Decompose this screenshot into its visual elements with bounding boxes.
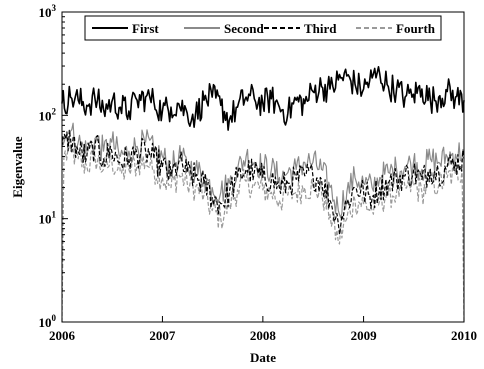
x-tick-label: 2010: [451, 328, 477, 343]
legend-label-first: First: [132, 21, 159, 36]
series-line-third: [61, 129, 465, 235]
x-tick-label: 2006: [49, 328, 76, 343]
legend: First Second Third Fourth: [84, 15, 442, 41]
x-axis-title: Date: [250, 350, 276, 365]
x-tick-label: 2007: [149, 328, 176, 343]
legend-label-fourth: Fourth: [396, 21, 436, 36]
y-axis-title: Eigenvalue: [10, 136, 25, 198]
y-tick-label: 103: [39, 3, 57, 20]
legend-label-third: Third: [304, 21, 337, 36]
y-tick-label: 100: [39, 313, 57, 330]
x-tick-label: 2008: [250, 328, 277, 343]
series-line-second: [61, 122, 465, 219]
legend-label-second: Second: [224, 21, 265, 36]
y-tick-label: 102: [39, 106, 57, 123]
y-tick-label: 101: [39, 210, 57, 227]
series-line-first: [61, 66, 465, 131]
series-line-fourth: [61, 137, 465, 323]
x-tick-label: 2009: [351, 328, 378, 343]
series-layer: [61, 66, 465, 323]
y-axis: 100 101 102 103: [39, 3, 68, 330]
x-axis: 2006 2007 2008 2009 2010: [49, 316, 477, 343]
